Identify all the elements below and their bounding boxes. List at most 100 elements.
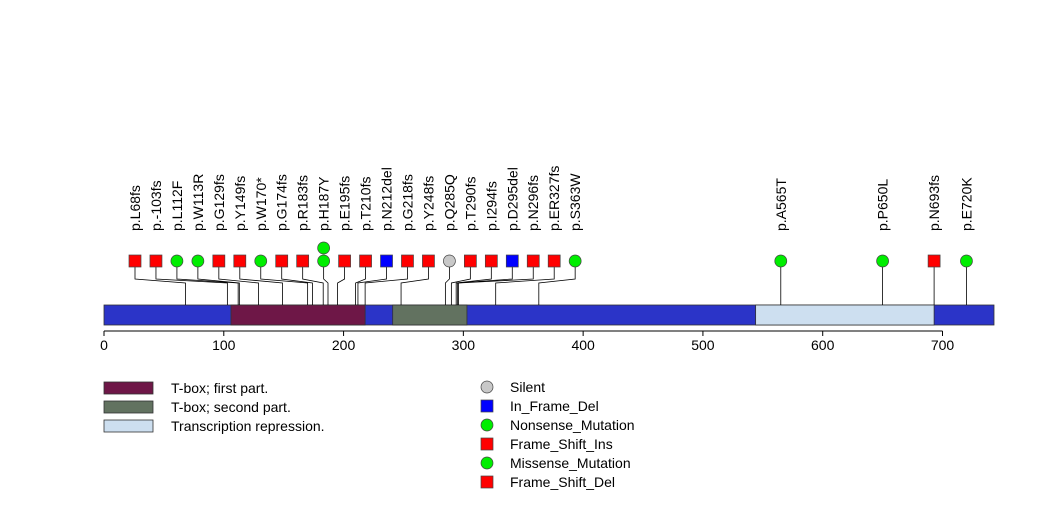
domain-1 [392,304,468,326]
mutation-label: p.A565T [773,178,789,231]
mutation-marker-1 [149,254,163,268]
legend-domain-swatch-2 [103,419,154,433]
legend-mutation-label: Frame_Shift_Ins [510,436,613,452]
mutation-marker-9 [317,241,330,255]
legend-mutation-marker-4 [480,456,494,470]
mutation-label: p.T210fs [358,177,374,231]
mutation-stem-3 [197,261,240,305]
mutation-marker-21 [568,254,582,268]
legend-domain-label: T-box; second part. [171,399,291,415]
mutation-label: p.W113R [190,174,206,231]
mutation-marker-23 [876,254,889,268]
domain-0 [230,304,366,326]
legend-mutation-marker-5 [480,475,494,489]
legend-domain-swatch-0 [103,381,154,395]
mutation-label: p.L112F [169,181,185,231]
mutation-label: p.D295del [504,167,520,231]
mutation-label: p.I294fs [483,181,499,231]
mutation-stem-6 [260,261,309,305]
mutation-stem-12 [357,261,387,305]
mutation-marker-8 [296,254,310,268]
x-tick-label: 200 [332,337,356,353]
mutation-label: p.G218fs [399,174,415,231]
mutation-marker-12 [380,254,393,268]
mutation-stem-7 [281,261,313,305]
legend-domain-label: Transcription repression. [171,418,325,434]
mutation-labels: p.L68fs p.-103fs p.L112F p.W113R p.G129fs p.Y… [127,166,974,231]
x-tick-label: 500 [691,337,715,353]
mutation-label: p.H187Y [316,176,332,231]
mutation-label: p.G174fs [274,174,290,231]
mutation-label: p.S363W [567,173,583,231]
mutation-label: p.N693fs [926,175,942,231]
mutation-label: p.P650L [875,179,891,231]
mutation-stem-20 [495,261,555,305]
mutation-label: p.Y149fs [232,176,248,231]
mutation-marker-3 [191,254,205,268]
legend-domain-label: T-box; first part. [171,380,268,396]
mutation-label: p.N212del [379,167,395,231]
x-tick-label: 300 [452,337,476,353]
mutation-markers [128,241,973,268]
mutation-marker-10 [338,254,351,268]
mutation-stem-1 [155,261,228,305]
mutation-marker-0 [128,254,142,268]
mutation-marker-15 [443,254,456,268]
mutation-stem-15 [444,261,450,305]
mutation-stem-5 [239,261,283,305]
mutation-stem-9 [323,261,329,305]
x-tick-label: 400 [571,337,595,353]
mutation-marker-2 [170,254,184,268]
mutation-label: p.ER327fs [546,166,562,231]
mutation-marker-19 [526,254,540,268]
mutation-label: p.L68fs [127,185,143,231]
legend-domain-swatch-1 [103,400,154,414]
mutation-marker-11 [359,254,372,268]
mutation-stem-0 [134,261,186,305]
legend-mutation-label: Silent [510,379,545,395]
legend-mutation-label: In_Frame_Del [510,398,599,414]
mutation-marker-16 [464,254,477,268]
mutation-stem-16 [450,261,471,305]
mutation-label: p.R183fs [295,175,311,231]
mutation-label: p.E195fs [337,176,353,231]
mutation-marker-18 [505,254,519,268]
legend-mutation-label: Missense_Mutation [510,455,631,471]
mutation-stem-13 [364,261,408,305]
mutation-label: p.T290fs [462,177,478,231]
mutation-marker-25 [960,254,973,268]
mutation-marker-22 [774,254,788,268]
mutation-marker-7 [275,254,289,268]
mutation-marker-4 [212,254,226,268]
mutation-marker-13 [401,254,414,268]
mutation-stem-4 [218,261,259,305]
mutation-stem-19 [458,261,534,305]
mutation-marker-5 [233,254,247,268]
x-tick-label: 700 [931,337,955,353]
legend-mutation-marker-3 [480,437,494,451]
legend: T-box; first part. T-box; second part. Tra… [103,379,635,490]
mutation-stems [134,261,967,305]
mutation-stem-10 [337,261,346,305]
mutation-label: p.Q285Q [441,174,457,231]
domain-2 [755,304,935,326]
mutation-marker-24 [927,254,941,268]
mutation-marker-17 [484,254,498,268]
mutation-stem-21 [538,261,576,305]
mutation-label: p.N296fs [525,175,541,231]
x-tick-label: 600 [811,337,835,353]
legend-mutation-marker-0 [480,380,494,394]
mutation-stem-14 [400,261,429,305]
mutation-stem-18 [456,261,513,305]
mutation-marker-14 [422,254,435,268]
legend-mutation-label: Nonsense_Mutation [510,417,635,433]
x-axis: 0 100 200 300 400 500 600 700 [100,330,955,353]
mutation-stem-2 [176,261,239,305]
mutation-marker-6 [254,254,268,268]
mutation-label: p.-103fs [148,180,164,231]
mutation-marker-20 [547,254,561,268]
mutation-stem-11 [355,261,366,305]
x-tick-label: 0 [100,337,108,353]
mutation-label: p.E720K [958,177,974,231]
